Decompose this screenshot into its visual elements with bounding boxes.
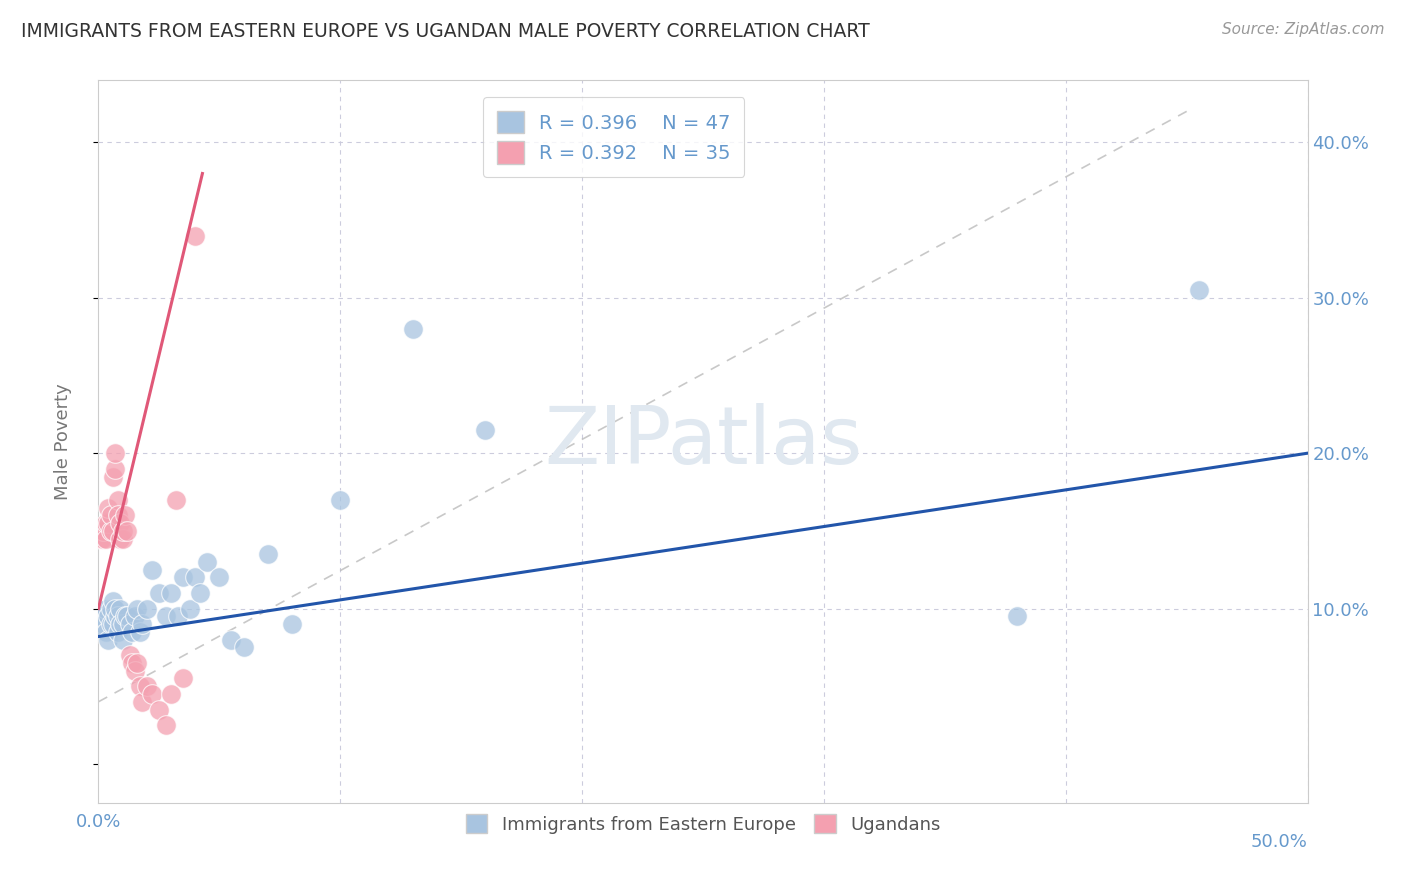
- Point: [184, 570, 207, 584]
- Point: [100, 617, 122, 632]
- Point: [128, 679, 150, 693]
- Text: Source: ZipAtlas.com: Source: ZipAtlas.com: [1222, 22, 1385, 37]
- Point: [111, 524, 134, 538]
- Point: [124, 609, 146, 624]
- Point: [208, 570, 231, 584]
- Point: [184, 228, 207, 243]
- Point: [107, 609, 129, 624]
- Point: [104, 446, 127, 460]
- Point: [94, 532, 117, 546]
- Point: [179, 601, 201, 615]
- Point: [155, 609, 177, 624]
- Point: [1188, 283, 1211, 297]
- Point: [135, 679, 157, 693]
- Point: [91, 617, 114, 632]
- Point: [101, 617, 124, 632]
- Point: [221, 632, 243, 647]
- Point: [107, 624, 129, 639]
- Point: [232, 640, 254, 655]
- Point: [281, 617, 304, 632]
- Point: [90, 532, 112, 546]
- Point: [104, 609, 127, 624]
- Point: [97, 632, 120, 647]
- Point: [118, 617, 141, 632]
- Point: [101, 469, 124, 483]
- Legend: Immigrants from Eastern Europe, Ugandans: Immigrants from Eastern Europe, Ugandans: [458, 807, 948, 841]
- Text: IMMIGRANTS FROM EASTERN EUROPE VS UGANDAN MALE POVERTY CORRELATION CHART: IMMIGRANTS FROM EASTERN EUROPE VS UGANDA…: [21, 22, 870, 41]
- Point: [108, 601, 131, 615]
- Point: [256, 547, 278, 561]
- Point: [108, 516, 131, 530]
- Point: [160, 687, 183, 701]
- Point: [188, 586, 211, 600]
- Point: [135, 601, 157, 615]
- Point: [97, 609, 120, 624]
- Point: [121, 656, 143, 670]
- Point: [141, 687, 163, 701]
- Point: [131, 695, 153, 709]
- Point: [91, 532, 114, 546]
- Text: 50.0%: 50.0%: [1251, 833, 1308, 851]
- Point: [128, 624, 150, 639]
- Point: [107, 492, 129, 507]
- Point: [97, 516, 120, 530]
- Point: [107, 508, 129, 523]
- Point: [160, 586, 183, 600]
- Point: [155, 718, 177, 732]
- Text: ZIPatlas: ZIPatlas: [544, 402, 862, 481]
- Point: [101, 524, 124, 538]
- Point: [111, 617, 134, 632]
- Point: [111, 532, 134, 546]
- Point: [94, 516, 117, 530]
- Point: [148, 586, 170, 600]
- Point: [90, 609, 112, 624]
- Point: [121, 624, 143, 639]
- Point: [108, 532, 131, 546]
- Point: [101, 594, 124, 608]
- Point: [131, 617, 153, 632]
- Point: [94, 601, 117, 615]
- Point: [1007, 609, 1029, 624]
- Point: [172, 672, 194, 686]
- Point: [474, 423, 496, 437]
- Point: [117, 524, 139, 538]
- Point: [124, 664, 146, 678]
- Point: [111, 632, 134, 647]
- Point: [108, 617, 131, 632]
- Point: [167, 609, 190, 624]
- Point: [329, 492, 352, 507]
- Point: [100, 524, 122, 538]
- Point: [141, 563, 163, 577]
- Point: [104, 461, 127, 475]
- Point: [114, 609, 136, 624]
- Point: [94, 624, 117, 639]
- Point: [127, 601, 149, 615]
- Point: [100, 601, 122, 615]
- Point: [104, 601, 127, 615]
- Point: [195, 555, 218, 569]
- Point: [402, 322, 425, 336]
- Point: [165, 492, 187, 507]
- Point: [172, 570, 194, 584]
- Point: [100, 508, 122, 523]
- Point: [91, 524, 114, 538]
- Point: [148, 702, 170, 716]
- Point: [114, 508, 136, 523]
- Point: [127, 656, 149, 670]
- Point: [97, 500, 120, 515]
- Point: [117, 609, 139, 624]
- Y-axis label: Male Poverty: Male Poverty: [53, 384, 72, 500]
- Point: [118, 648, 141, 663]
